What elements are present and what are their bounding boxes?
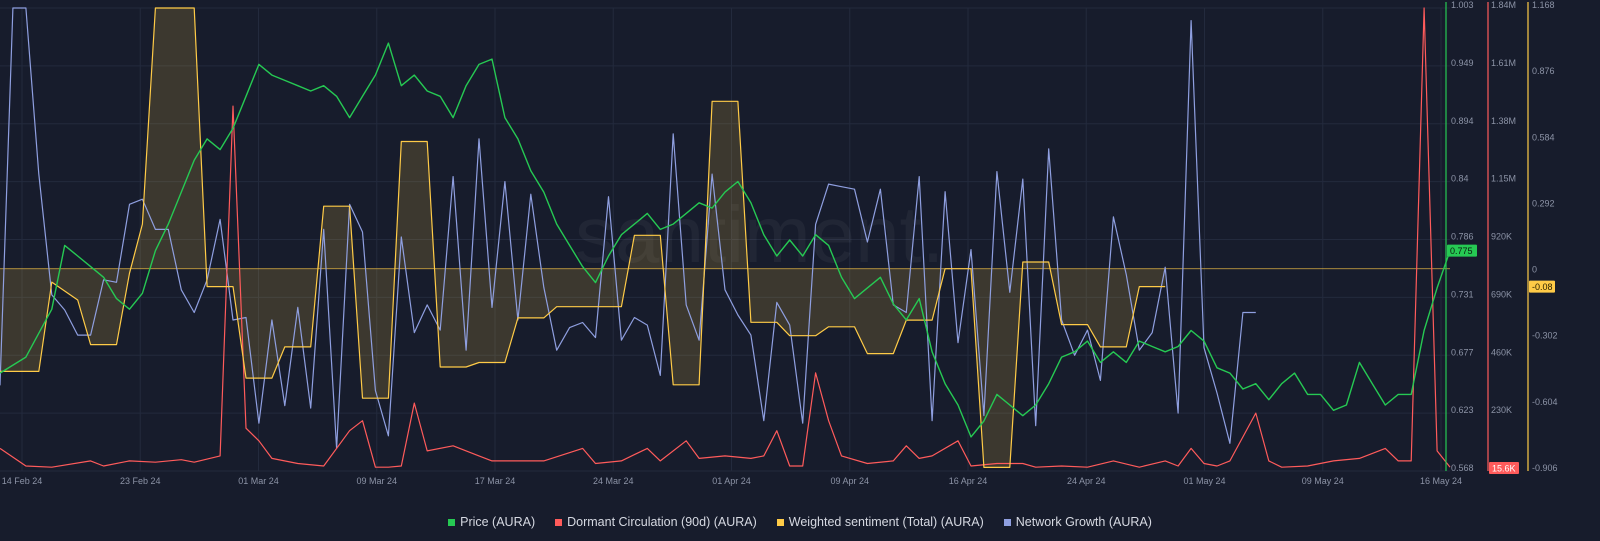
dormant-axis-tick-label: 920K [1491,232,1512,242]
dormant-axis-tick-label: 690K [1491,289,1512,299]
legend-label: Weighted sentiment (Total) (AURA) [788,515,984,529]
x-tick-label: 09 May 24 [1302,476,1344,486]
x-tick-label: 17 Mar 24 [475,476,516,486]
legend-swatch [776,518,784,526]
x-tick-label: 23 Feb 24 [120,476,161,486]
legend-swatch [448,518,456,526]
price-current-badge: 0.775 [1450,246,1473,256]
legend-label: Dormant Circulation (90d) (AURA) [567,515,757,529]
sentiment-axis-tick-label: 0.292 [1532,198,1555,208]
price-axis-tick-label: 0.568 [1451,463,1474,473]
dormant-axis-tick-label: 1.84M [1491,0,1516,10]
dormant-axis-tick-label: 460K [1491,347,1512,357]
legend-swatch [1003,518,1011,526]
x-tick-label: 01 Mar 24 [238,476,279,486]
dormant-axis-tick-label: 230K [1491,405,1512,415]
x-tick-label: 09 Mar 24 [356,476,397,486]
legend-label: Network Growth (AURA) [1015,515,1152,529]
price-axis-tick-label: 0.84 [1451,174,1469,184]
x-tick-label: 16 May 24 [1420,476,1462,486]
price-axis-tick-label: 0.894 [1451,116,1474,126]
x-tick-label: 24 Apr 24 [1067,476,1106,486]
dormant-axis-tick-label: 1.38M [1491,116,1516,126]
price-axis-tick-label: 1.003 [1451,0,1474,10]
x-tick-label: 24 Mar 24 [593,476,634,486]
x-axis: 14 Feb 24 23 Feb 24 01 Mar 24 09 Mar 24 17 M… [2,476,1462,486]
grid-lines [0,7,1450,472]
sentiment-axis-tick-label: -0.302 [1532,331,1558,341]
price-axis-tick-label: 0.786 [1451,232,1474,242]
chart-canvas: santiment. 1.0030.9490.8940.840.7860.731… [0,0,1558,486]
axes-layer: 1.003 0.949 0.894 0.84 0.786 0.731 0.677 0.623 0… [1445,0,1558,474]
dormant-current-badge: 15.6K [1492,464,1516,474]
dormant-axis-tick-label: 1.15M [1491,174,1516,184]
x-tick-label: 14 Feb 24 [2,476,43,486]
sentiment-current-badge-bg [1529,280,1555,293]
price-axis-tick-label: 0.623 [1451,405,1474,415]
legend-label: Price (AURA) [460,515,536,529]
x-tick-label: 16 Apr 24 [949,476,988,486]
series-line-price-aura [0,42,1451,438]
sentiment-axis-tick-label: 0.584 [1532,132,1555,142]
price-axis-tick-label: 0.949 [1451,58,1474,68]
sentiment-axis-tick-label: 0.876 [1532,66,1555,76]
sentiment-axis-tick-label: -0.906 [1532,463,1558,473]
price-axis-tick-label: 0.677 [1451,347,1474,357]
x-tick-label: 01 May 24 [1183,476,1225,486]
sentiment-axis-tick-label: 0 [1532,265,1537,275]
legend-item[interactable]: Price (AURA) [448,515,535,529]
series-line-network-growth-aura [0,7,1256,449]
series-line-weighted-sentiment-total-aura [0,7,1166,468]
dormant-current-badge-bg [1489,462,1519,474]
sentiment-axis-tick-label: 1.168 [1532,0,1555,10]
x-tick-label: 09 Apr 24 [830,476,869,486]
sentiment-area [0,8,1166,468]
legend-swatch [555,518,563,526]
series-layer [0,7,1451,468]
sentiment-axis-tick-label: -0.604 [1532,397,1558,407]
series-line-dormant-circulation-90d-aura [0,7,1451,468]
price-axis-tick-label: 0.731 [1451,289,1474,299]
legend-item[interactable]: Dormant Circulation (90d) (AURA) [555,515,757,529]
legend-item[interactable]: Weighted sentiment (Total) (AURA) [776,515,984,529]
sentiment-current-badge: -0.08 [1532,282,1553,292]
dormant-axis-tick-label: 1.61M [1491,58,1516,68]
x-tick-label: 01 Apr 24 [712,476,751,486]
price-current-badge-bg [1447,244,1477,257]
legend: Price (AURA) Dormant Circulation (90d) (A… [0,510,1600,534]
legend-item[interactable]: Network Growth (AURA) [1003,515,1152,529]
